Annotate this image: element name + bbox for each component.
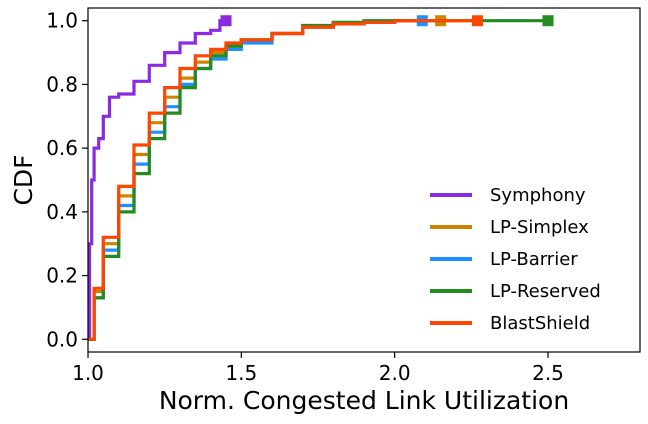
- y-tick-label: 1.0: [46, 9, 78, 33]
- series-line-lp-barrier: [88, 19, 423, 341]
- series-line-blastshield: [88, 19, 478, 341]
- legend-label-symphony: Symphony: [490, 185, 586, 206]
- x-tick-label: 2.0: [379, 361, 411, 385]
- x-axis-label: Norm. Congested Link Utilization: [159, 386, 569, 415]
- series-end-marker-lp-reserved: [542, 15, 554, 27]
- x-tick-label: 1.0: [72, 361, 104, 385]
- axis-ticks: 1.0 1.5 2.0 2.5 0.0 0.2 0.4 0.6 0.8 1.0: [46, 9, 564, 385]
- y-tick-label: 0.8: [46, 72, 78, 96]
- legend-label-lp-simplex: LP-Simplex: [490, 217, 589, 238]
- y-axis-label: CDF: [9, 154, 38, 205]
- series-line-lp-reserved: [88, 19, 548, 341]
- plot-area: [87, 15, 554, 341]
- y-tick-label: 0.2: [46, 264, 78, 288]
- series-line-lp-simplex: [88, 19, 441, 341]
- legend-label-lp-reserved: LP-Reserved: [490, 281, 601, 302]
- y-tick-label: 0.4: [46, 200, 78, 224]
- y-tick-label: 0.0: [46, 327, 78, 351]
- series-line-symphony: [87, 19, 226, 341]
- y-tick-label: 0.6: [46, 136, 78, 160]
- legend: Symphony LP-Simplex LP-Barrier LP-Reserved B…: [430, 185, 601, 334]
- x-tick-label: 1.5: [225, 361, 257, 385]
- series-end-marker-blastshield: [471, 15, 483, 27]
- legend-label-blastshield: BlastShield: [490, 313, 590, 334]
- plot-frame: [87, 7, 641, 353]
- series-end-marker-symphony: [220, 15, 232, 27]
- x-tick-label: 2.5: [532, 361, 564, 385]
- legend-label-lp-barrier: LP-Barrier: [490, 249, 578, 270]
